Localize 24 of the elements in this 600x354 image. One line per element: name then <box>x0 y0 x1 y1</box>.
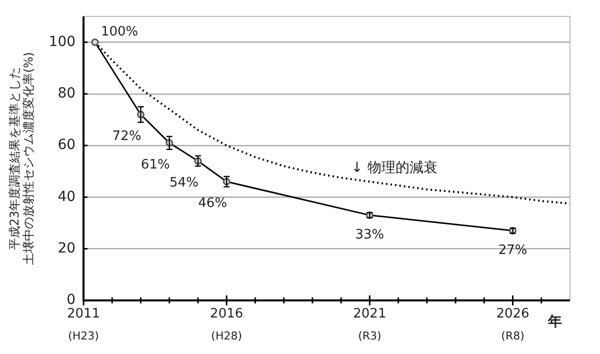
annotation: ↓ 物理的減衰 <box>351 160 438 176</box>
data-label: 61% <box>140 157 170 172</box>
x-tick-label: 2011 <box>66 306 100 322</box>
y-tick-label: 60 <box>58 137 76 154</box>
x-tick-label: 2016 <box>210 306 244 322</box>
data-label: 100% <box>100 24 138 40</box>
data-label: 46% <box>198 196 228 212</box>
data-label: 27% <box>498 243 528 258</box>
y-tick-label: 20 <box>58 240 76 256</box>
y-tick-label: 100 <box>48 34 76 50</box>
text: (H23) <box>68 329 99 342</box>
text: (R3) <box>358 329 382 342</box>
data-label: 72% <box>112 128 142 144</box>
data-label: 54% <box>170 175 198 190</box>
x-tick-label: 2021 <box>353 306 386 322</box>
text: (H28) <box>211 329 242 342</box>
y-tick-label: 40 <box>58 188 76 205</box>
data-label: 33% <box>355 228 384 243</box>
y-axis-title: 平成23年度調査結果を基準とした土壌中の放射性セシウム濃度変化率(%) <box>7 52 36 265</box>
text: (R8) <box>501 329 524 342</box>
y-tick-label: 0 <box>66 292 76 308</box>
x-tick-label: 2026 <box>496 306 530 322</box>
x-axis-title: 年 <box>547 314 562 330</box>
y-tick-label: 80 <box>58 85 76 102</box>
